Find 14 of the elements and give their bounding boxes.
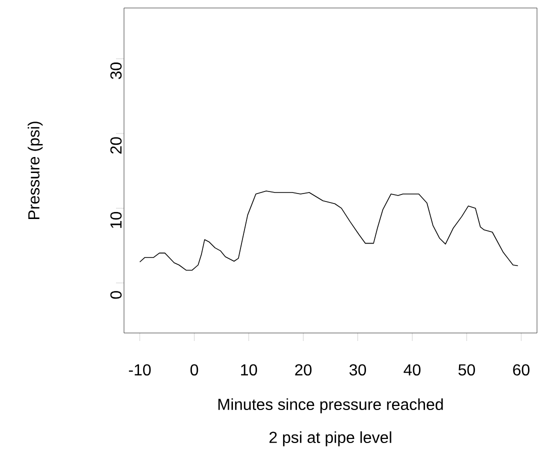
x-tick-label: 40 xyxy=(404,364,420,376)
y-tick-label: 20 xyxy=(110,137,122,154)
y-tick-label: 30 xyxy=(110,62,122,80)
x-tick-label: 0 xyxy=(190,364,198,376)
x-tick-label: 60 xyxy=(513,364,530,376)
y-tick-label: 0 xyxy=(110,291,122,299)
y-axis-title: Pressure (psi) xyxy=(28,122,43,219)
x-tick-label: 20 xyxy=(295,364,312,376)
x-tick-label: -10 xyxy=(128,364,151,376)
x-axis-title: Minutes since pressure reached 2 psi at pipe level xyxy=(218,398,443,446)
x-tick-label: 50 xyxy=(458,364,475,376)
x-tick-label: 30 xyxy=(349,364,366,376)
x-tick-label: 10 xyxy=(241,364,258,376)
y-tick-label: 10 xyxy=(110,212,122,228)
